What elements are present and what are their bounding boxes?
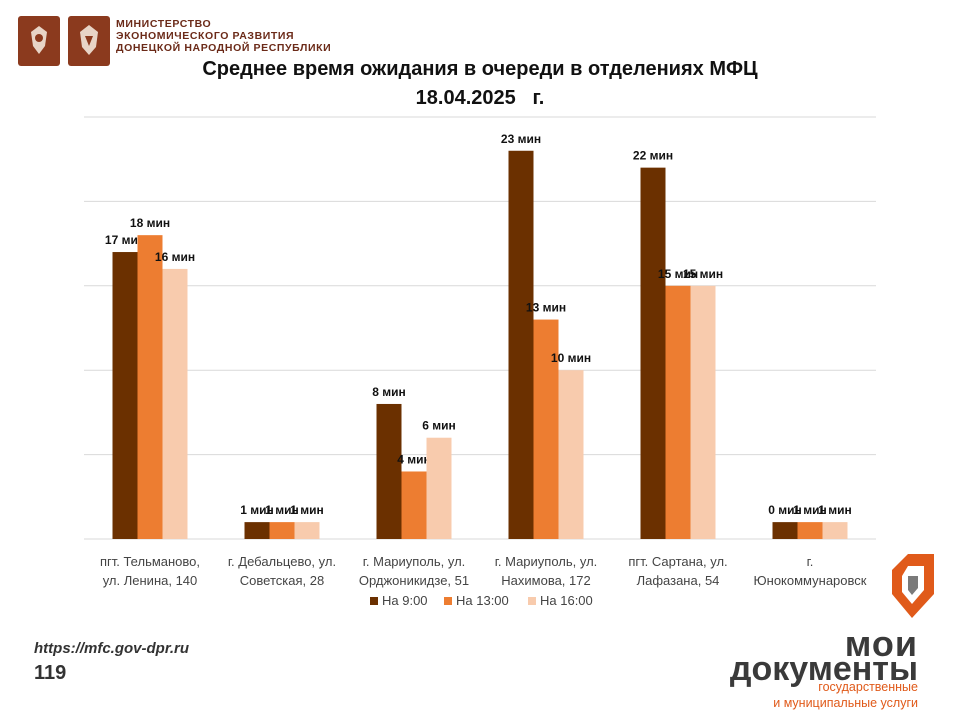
- ministry-line: ДОНЕЦКОЙ НАРОДНОЙ РЕСПУБЛИКИ: [116, 42, 332, 54]
- brand-mark-icon: [892, 554, 934, 618]
- bar: [137, 235, 163, 539]
- brand-logo: мои документы государственные и муниципа…: [700, 552, 940, 712]
- russia-emblem-icon: [18, 16, 60, 66]
- bar: [772, 522, 798, 539]
- bar: [294, 522, 320, 539]
- data-label: 15 мин: [658, 267, 698, 281]
- category-label: Орджоникидзе, 51: [359, 573, 469, 588]
- data-label: 13 мин: [526, 301, 566, 315]
- data-label: 1 мин: [818, 503, 852, 517]
- bar: [269, 522, 295, 539]
- bar: [822, 522, 848, 539]
- data-label: 15 мин: [683, 267, 723, 281]
- data-label: 4 мин: [397, 452, 431, 466]
- ministry-name: МИНИСТЕРСТВО ЭКОНОМИЧЕСКОГО РАЗВИТИЯ ДОН…: [116, 18, 331, 54]
- brand-subtitle-line1: государственные: [818, 680, 918, 694]
- bar: [376, 403, 402, 539]
- bar: [401, 471, 427, 539]
- category-label: Советская, 28: [240, 573, 324, 588]
- bar: [797, 522, 823, 539]
- ministry-line: ЭКОНОМИЧЕСКОГО РАЗВИТИЯ: [116, 30, 295, 42]
- category-label: ул. Ленина, 140: [103, 573, 198, 588]
- data-label: 8 мин: [372, 385, 406, 399]
- data-label: 1 мин: [265, 503, 299, 517]
- category-label: Юнокоммунаровск: [754, 573, 867, 588]
- data-label: 6 мин: [422, 419, 456, 433]
- bar: [690, 285, 716, 539]
- website-url[interactable]: https://mfc.gov-dpr.ru: [34, 640, 189, 657]
- category-label: г.: [807, 554, 814, 569]
- brand-title-line1: мои: [844, 623, 918, 664]
- ministry-line: МИНИСТЕРСТВО: [116, 18, 212, 30]
- data-label: 1 мин: [290, 503, 324, 517]
- category-label: пгт. Сартана, ул.: [628, 554, 727, 569]
- data-label: 18 мин: [130, 216, 170, 230]
- data-label: 22 мин: [633, 149, 673, 163]
- bar: [112, 252, 138, 540]
- data-label: 17 мин: [105, 233, 145, 247]
- bar: [508, 150, 534, 539]
- data-label: 10 мин: [551, 351, 591, 365]
- bar: [533, 319, 559, 539]
- legend-swatch: [370, 597, 378, 605]
- bar: [426, 437, 452, 539]
- legend-swatch: [528, 597, 536, 605]
- dpr-emblem-icon: [68, 16, 110, 66]
- data-label: 1 мин: [793, 503, 827, 517]
- legend-label: На 13:00: [456, 593, 509, 608]
- category-label: пгт. Тельманово,: [100, 554, 200, 569]
- bar: [558, 370, 584, 539]
- bar: [244, 522, 270, 539]
- data-label: 23 мин: [501, 132, 541, 146]
- legend-label: На 16:00: [540, 593, 593, 608]
- bar: [162, 268, 188, 539]
- chart-title: Среднее время ожидания в очереди в отдел…: [202, 58, 758, 80]
- category-label: Нахимова, 172: [501, 573, 590, 588]
- bar-chart: 17 мин 18 мин 16 мин пгт. Тельманово, ул. Ле…: [84, 116, 876, 608]
- category-label: Лафазана, 54: [637, 573, 720, 588]
- brand-title-line2: документы: [729, 650, 918, 688]
- data-label: 16 мин: [155, 250, 195, 264]
- legend-label: На 9:00: [382, 593, 428, 608]
- bar: [640, 167, 666, 539]
- brand-subtitle-line2: и муниципальные услуги: [773, 696, 918, 710]
- chart-date: 18.04.2025 г.: [415, 87, 545, 109]
- category-label: г. Мариуполь, ул.: [363, 554, 466, 569]
- page-number: 119: [34, 662, 67, 684]
- category-label: г. Мариуполь, ул.: [495, 554, 598, 569]
- category-label: г. Дебальцево, ул.: [228, 554, 336, 569]
- bar: [665, 285, 691, 539]
- legend-swatch: [444, 597, 452, 605]
- data-label: 0 мин: [768, 503, 802, 517]
- data-label: 1 мин: [240, 503, 274, 517]
